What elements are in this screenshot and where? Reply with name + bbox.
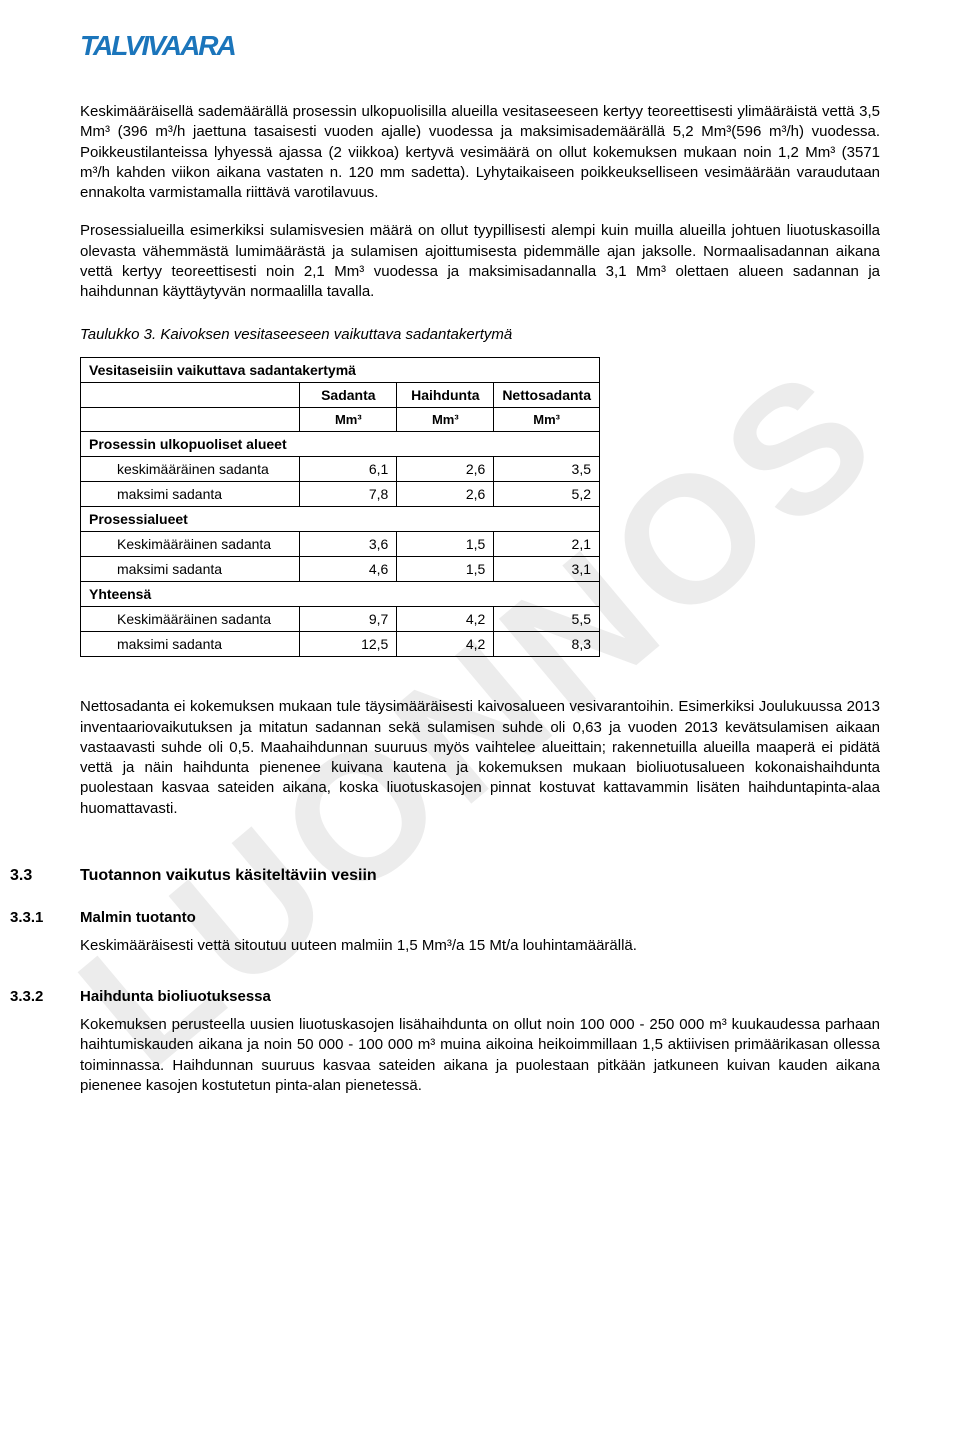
g0-r0-v2: 3,5 xyxy=(494,457,600,482)
paragraph-3: Nettosadanta ei kokemuksen mukaan tule t… xyxy=(80,697,880,819)
paragraph-2: Prosessialueilla esimerkiksi sulamisvesi… xyxy=(80,221,880,302)
paragraph-4: Keskimääräisesti vettä sitoutuu uuteen m… xyxy=(80,936,880,956)
g0-r1-label: maksimi sadanta xyxy=(81,482,300,507)
section-3-3-2-title: Haihdunta bioliuotuksessa xyxy=(80,988,271,1005)
col-sadanta: Sadanta xyxy=(300,383,397,408)
g2-r1-v0: 12,5 xyxy=(300,632,397,657)
unit-blank xyxy=(81,408,300,432)
g2-r1-v1: 4,2 xyxy=(397,632,494,657)
g0-r0-v1: 2,6 xyxy=(397,457,494,482)
g0-r0-v0: 6,1 xyxy=(300,457,397,482)
unit-haihdunta: Mm³ xyxy=(397,408,494,432)
unit-sadanta: Mm³ xyxy=(300,408,397,432)
col-haihdunta: Haihdunta xyxy=(397,383,494,408)
paragraph-5: Kokemuksen perusteella uusien liuotuskas… xyxy=(80,1015,880,1096)
g2-r0-v2: 5,5 xyxy=(494,607,600,632)
unit-netto: Mm³ xyxy=(494,408,600,432)
g2-r0-v1: 4,2 xyxy=(397,607,494,632)
sadanta-table: Vesitaseisiin vaikuttava sadantakertymä … xyxy=(80,357,600,657)
g1-r1-v1: 1,5 xyxy=(397,557,494,582)
g1-r0-v2: 2,1 xyxy=(494,532,600,557)
g0-r0-label: keskimääräinen sadanta xyxy=(81,457,300,482)
g2-r1-label: maksimi sadanta xyxy=(81,632,300,657)
logo: TALVIVAARA xyxy=(80,30,880,62)
group-1-name: Prosessialueet xyxy=(81,507,600,532)
g0-r1-v0: 7,8 xyxy=(300,482,397,507)
col-blank xyxy=(81,383,300,408)
section-3-3-2-number: 3.3.2 xyxy=(10,988,80,1005)
g2-r0-label: Keskimääräinen sadanta xyxy=(81,607,300,632)
section-3-3-number: 3.3 xyxy=(10,867,80,885)
g0-r1-v2: 5,2 xyxy=(494,482,600,507)
section-3-3-1-title: Malmin tuotanto xyxy=(80,909,196,926)
col-nettosadanta: Nettosadanta xyxy=(494,383,600,408)
table-title: Vesitaseisiin vaikuttava sadantakertymä xyxy=(81,358,600,383)
group-2-name: Yhteensä xyxy=(81,582,600,607)
g1-r0-label: Keskimääräinen sadanta xyxy=(81,532,300,557)
g1-r1-v2: 3,1 xyxy=(494,557,600,582)
paragraph-1: Keskimääräisellä sademäärällä prosessin … xyxy=(80,102,880,203)
g2-r0-v0: 9,7 xyxy=(300,607,397,632)
section-3-3-title: Tuotannon vaikutus käsiteltäviin vesiin xyxy=(80,867,377,885)
g2-r1-v2: 8,3 xyxy=(494,632,600,657)
section-3-3-1-number: 3.3.1 xyxy=(10,909,80,926)
table-caption: Taulukko 3. Kaivoksen vesitaseeseen vaik… xyxy=(80,326,880,343)
g1-r0-v0: 3,6 xyxy=(300,532,397,557)
group-0-name: Prosessin ulkopuoliset alueet xyxy=(81,432,600,457)
g1-r1-v0: 4,6 xyxy=(300,557,397,582)
g1-r1-label: maksimi sadanta xyxy=(81,557,300,582)
g0-r1-v1: 2,6 xyxy=(397,482,494,507)
g1-r0-v1: 1,5 xyxy=(397,532,494,557)
